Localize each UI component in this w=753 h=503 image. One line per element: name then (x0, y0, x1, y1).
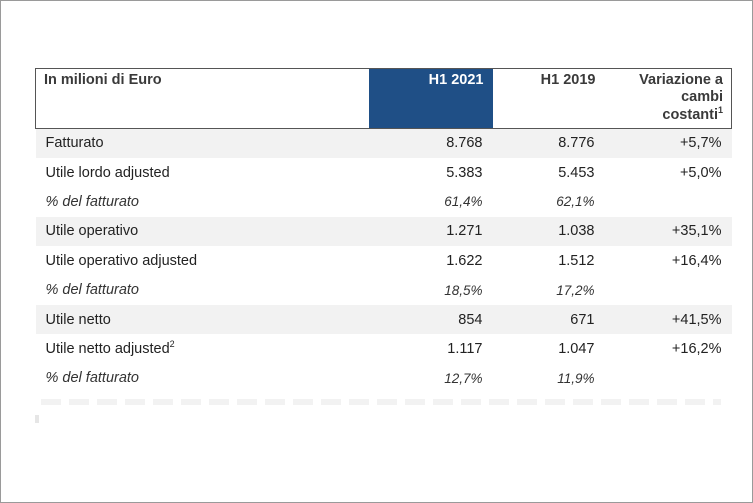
header-variation: Variazione a cambi costanti1 (604, 68, 732, 129)
header-unit-label: In milioni di Euro (35, 68, 369, 129)
financial-summary-table: In milioni di Euro H1 2021 H1 2019 Varia… (35, 68, 732, 393)
footnote-ref: 2 (169, 339, 175, 350)
row-label: Utile lordo adjusted (45, 164, 170, 181)
row-label: Utile netto adjusted2 (36, 334, 369, 363)
table-row: Fatturato 8.768 8.776 +5,7% (35, 128, 732, 158)
cell-variation: +41,5% (604, 304, 732, 335)
cell-variation: +5,0% (679, 164, 722, 181)
row-label: Fatturato (35, 128, 369, 158)
table-row: Utile lordo adjusted 5.383 5.453 +5,0% (36, 158, 732, 187)
footnote-ref: 1 (717, 104, 723, 115)
table-row: % del fatturato 61,4% 62,1% (36, 187, 732, 216)
header-variation-line3: costanti (662, 106, 718, 123)
cell-h1-2019: 1.047 (558, 340, 595, 357)
cell-variation: +16,2% (671, 340, 722, 357)
table-row: Utile netto 854 671 +41,5% (35, 304, 732, 335)
cropped-footnote-mark (35, 415, 39, 423)
row-label: Utile operativo adjusted (45, 252, 198, 269)
cell-h1-2021: 854 (368, 304, 493, 335)
table-row: Utile netto adjusted2 1.117 1.047 +16,2% (36, 334, 732, 363)
cell-h1-2021: 1.622 (446, 252, 483, 269)
row-label: Utile netto (35, 304, 369, 335)
cell-h1-2021: 5.383 (446, 164, 483, 181)
row-label: % del fatturato (45, 370, 140, 387)
row-label-text: Utile netto adjusted (45, 340, 170, 357)
cell-h1-2021: 12,7% (444, 370, 483, 386)
table-header-row: In milioni di Euro H1 2021 H1 2019 Varia… (35, 68, 732, 129)
cell-h1-2019: 1.038 (492, 216, 605, 247)
cell-h1-2021: 18,5% (444, 282, 483, 298)
header-h1-2021: H1 2021 (368, 68, 493, 129)
table-row: % del fatturato 12,7% 11,9% (36, 364, 732, 393)
cell-h1-2021: 61,4% (444, 194, 483, 210)
cropped-footnote-line (41, 399, 721, 405)
table-row: Utile operativo adjusted 1.622 1.512 +16… (36, 246, 732, 275)
header-variation-line2: cambi (681, 89, 723, 106)
cell-h1-2019: 8.776 (492, 128, 605, 158)
row-label: % del fatturato (45, 193, 140, 210)
cell-h1-2019: 5.453 (558, 164, 595, 181)
row-label: % del fatturato (45, 282, 140, 299)
cell-h1-2019: 62,1% (556, 194, 595, 210)
cell-h1-2021: 1.271 (368, 216, 493, 247)
cell-h1-2019: 17,2% (556, 282, 595, 298)
cell-variation: +35,1% (604, 216, 732, 247)
cell-h1-2021: 8.768 (368, 128, 493, 158)
cell-variation (605, 275, 732, 304)
table-row: % del fatturato 18,5% 17,2% (36, 275, 732, 304)
cell-variation: +16,4% (671, 252, 722, 269)
cell-variation (605, 364, 732, 393)
cell-h1-2019: 671 (492, 304, 605, 335)
row-label: Utile operativo (35, 216, 369, 247)
header-h1-2019: H1 2019 (492, 68, 605, 129)
table-row: Utile operativo 1.271 1.038 +35,1% (35, 216, 732, 247)
cell-variation: +5,7% (604, 128, 732, 158)
cell-variation (605, 187, 732, 216)
header-variation-line1: Variazione a (639, 72, 723, 88)
cell-h1-2019: 1.512 (558, 252, 595, 269)
cell-h1-2021: 1.117 (447, 340, 483, 357)
cell-h1-2019: 11,9% (557, 370, 595, 386)
